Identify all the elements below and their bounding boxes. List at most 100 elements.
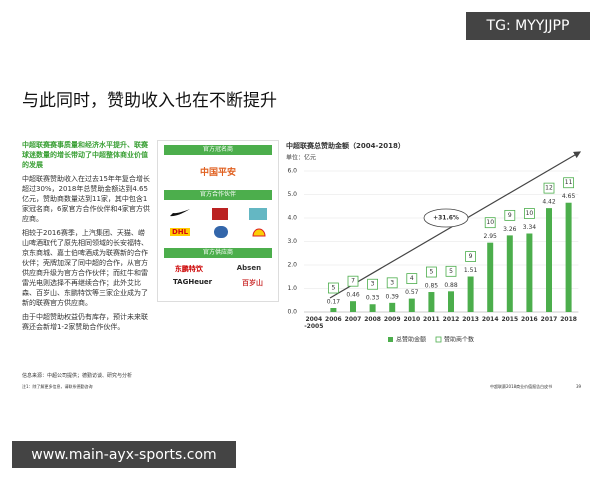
count-box [327, 282, 339, 294]
logo: TAGHeuer [172, 278, 213, 286]
logo: Absen [236, 264, 262, 272]
legend-swatch [435, 336, 442, 343]
y-tick-label: 1.0 [287, 285, 297, 292]
x-label-box: 2006 [325, 316, 342, 323]
legend-label: 赞助商个数 [444, 336, 474, 344]
logo-box [214, 226, 229, 238]
x-label-box: 2016 [521, 316, 538, 323]
value-label: 3.34 [523, 224, 537, 231]
y-tick-label: 3.0 [287, 238, 297, 245]
paragraph: 中超联赛赞助收入在过去15年年复合增长超过30%，2018年总赞助金额达到4.6… [22, 175, 150, 223]
x-label-box: 2017 [540, 316, 558, 323]
source: 信息来源：中超公司提供；德勤访谈、研究与分析 [22, 373, 133, 379]
watermark-bottom: www.main-ayx-sports.com [12, 441, 236, 468]
count-label: 9 [508, 212, 512, 219]
x-tick-label: 2011 [423, 316, 440, 323]
value-label: 1.51 [464, 267, 478, 274]
chart: 中超联赛总赞助金额（2004-2018） 单位：亿元 0.0 1.0 2.0 3.0 4… [286, 141, 582, 344]
lead: 中超联赛赛事质量和经济水平提升、联赛球迷数量的增长带动了中超整体商业价值的发展 [22, 141, 148, 169]
bar [506, 235, 513, 312]
x-tick-label: 2017 [540, 316, 558, 323]
count-box [504, 209, 516, 221]
bar [565, 202, 572, 312]
count-label: 5 [331, 285, 335, 292]
count-label: 9 [469, 253, 473, 260]
y-tick-label: 4.0 [287, 215, 297, 222]
count-box [563, 177, 574, 189]
x-label-box: 2007 [345, 316, 362, 323]
logo-row: 东鹏特饮 Absen [158, 264, 278, 274]
watermark-top: TG: MYYJJPP [466, 12, 590, 40]
x-tick-label: 2015 [501, 316, 519, 323]
bar [546, 208, 552, 312]
bar [369, 304, 376, 312]
legend-label: 总赞助金额 [396, 336, 426, 344]
x-tick-label: 2008 [364, 316, 381, 323]
value-label: 4.42 [542, 199, 556, 206]
bar [389, 302, 396, 312]
count-label: 5 [449, 268, 453, 275]
x-label-box: 2012 [442, 316, 460, 323]
count-label: 3 [390, 279, 394, 286]
x-label-box: 2015 [501, 316, 519, 323]
x-tick-label: 2009 [383, 316, 401, 323]
x-tick-label: 2016 [521, 316, 538, 323]
heading: 与此同时，赞助收入也在不断提升 [22, 91, 277, 111]
group-header: 官方冠名商 [164, 145, 272, 155]
logo: 中国平安 [199, 168, 236, 178]
count-label: 5 [429, 269, 433, 276]
count-box [543, 182, 555, 194]
count-box [406, 273, 418, 285]
x-tick-label: 2018 [560, 316, 577, 323]
group-header: 官方合作伙伴 [164, 190, 272, 200]
y-tick-label: 0.0 [287, 309, 297, 316]
annotation-bubble [423, 208, 469, 228]
bar [428, 292, 435, 312]
left-text: 中超联赛赛事质量和经济水平提升、联赛球迷数量的增长带动了中超整体商业价值的发展 … [22, 140, 150, 336]
x-label-box: 2008 [364, 316, 381, 323]
y-tick-label: 2.0 [287, 262, 297, 269]
page-number: 39 [576, 384, 582, 389]
count-label: 4 [410, 275, 414, 282]
x-label-box: 2013 [462, 316, 479, 323]
chart-title: 中超联赛总赞助金额（2004-2018） [286, 141, 405, 150]
shell-logo [252, 228, 266, 237]
logo-row: TAGHeuer 百岁山 [158, 278, 278, 288]
value-label: 0.33 [366, 295, 380, 302]
count-box [347, 275, 359, 287]
bar [408, 298, 415, 312]
y-tick-label: 5.0 [287, 191, 297, 198]
count-box [425, 266, 437, 278]
count-label: 3 [371, 281, 375, 288]
bar [487, 242, 494, 312]
count-label: 10 [486, 219, 494, 226]
bar [330, 308, 337, 312]
sponsor-panel: 官方冠名商 中国平安 官方合作伙伴 DHL 官方供应商 东鹏特饮 Absen T… [157, 140, 279, 302]
value-label: 4.65 [562, 193, 576, 200]
logo-row [158, 208, 278, 220]
value-label: 0.46 [346, 292, 360, 299]
x-label-box: 2011 [423, 316, 440, 323]
report-name: 中超联赛2018商业价值报告白皮书 [490, 384, 553, 389]
note: 注1：除了解更多信息，请联系德勤咨询 [22, 384, 93, 389]
value-label: 0.39 [386, 293, 400, 300]
x-tick-label: 2013 [462, 316, 479, 323]
x-tick-label: 2010 [403, 316, 421, 323]
bar [526, 233, 533, 312]
nike-logo [169, 209, 190, 217]
annotation: +31.6% [433, 215, 459, 222]
x-label-box: 2018 [560, 316, 577, 323]
unit-label: 单位：亿元 [286, 154, 316, 162]
count-label: 12 [545, 185, 553, 192]
paragraph: 由于中超赞助权益仍有库存，预计未来联赛还会新增1-2家赞助合作伙伴。 [22, 313, 148, 331]
value-label: 0.17 [327, 299, 341, 306]
group-header: 官方供应商 [164, 248, 272, 258]
x-tick-label: 2012 [442, 316, 460, 323]
value-label: 0.85 [425, 283, 439, 290]
x-label-box: 2010 [403, 316, 421, 323]
count-box [524, 208, 535, 219]
x-tick-label: 2014 [481, 316, 499, 323]
x-tick-label: 2006 [325, 316, 342, 323]
logo-box [249, 208, 268, 220]
